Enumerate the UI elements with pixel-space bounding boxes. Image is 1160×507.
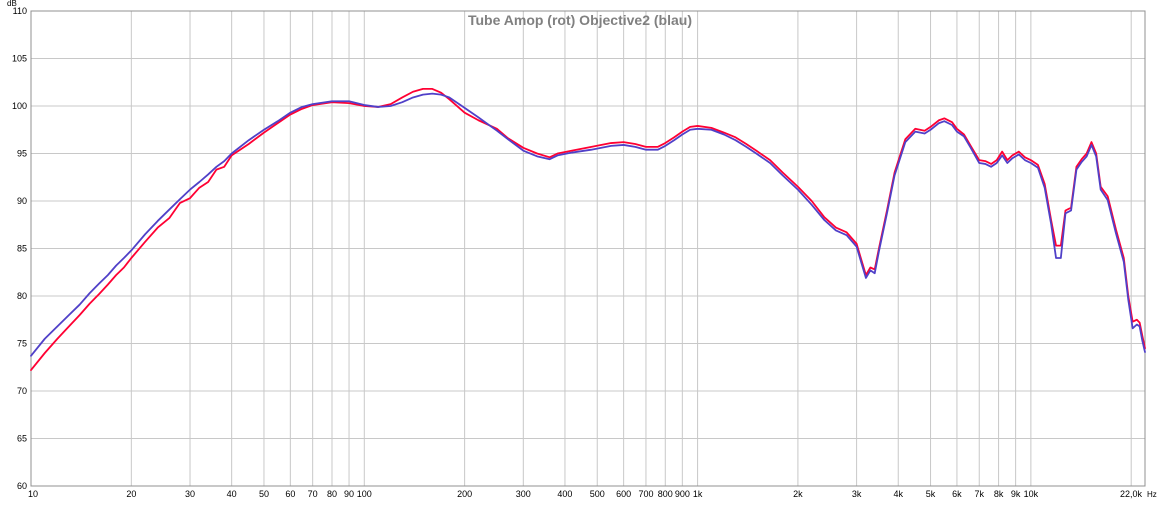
x-tick-label: 90	[344, 489, 354, 499]
x-tick-label: 20	[126, 489, 136, 499]
x-tick-label: 800	[658, 489, 673, 499]
y-tick-label: 65	[17, 434, 27, 444]
x-tick-label: 1k	[693, 489, 703, 499]
x-tick-label: 30	[185, 489, 195, 499]
x-tick-label: 8k	[994, 489, 1004, 499]
y-tick-label: 80	[17, 291, 27, 301]
y-tick-label: 70	[17, 386, 27, 396]
plot-frame	[30, 10, 1146, 487]
x-tick-label: 100	[357, 489, 372, 499]
x-tick-label: 3k	[852, 489, 862, 499]
x-tick-label: 50	[259, 489, 269, 499]
y-tick-label: 105	[12, 54, 27, 64]
x-tick-label: 22,0k	[1120, 489, 1143, 499]
y-tick-label: 85	[17, 244, 27, 254]
y-axis: 110 105 100 95 90 85 80 75 70 65 60	[12, 6, 27, 491]
x-tick-label: 2k	[793, 489, 803, 499]
series-line-blue	[30, 92, 1146, 357]
x-tick-label: 700	[638, 489, 653, 499]
x-tick-label: 500	[590, 489, 605, 499]
x-axis: 10 20 30 40 50 60 70 80 90 100 200 300 400 500 600 700 8…	[28, 489, 1142, 499]
x-tick-label: 9k	[1011, 489, 1021, 499]
x-tick-label: 70	[308, 489, 318, 499]
x-tick-label: 400	[557, 489, 572, 499]
y-tick-label: 75	[17, 339, 27, 349]
x-tick-label: 60	[285, 489, 295, 499]
y-tick-label: 90	[17, 196, 27, 206]
grid	[30, 10, 1145, 487]
x-tick-label: 900	[675, 489, 690, 499]
x-tick-label: 10k	[1024, 489, 1039, 499]
x-tick-label: 80	[327, 489, 337, 499]
chart-title: Tube Amop (rot) Objective2 (blau)	[468, 12, 692, 28]
x-tick-label: 6k	[952, 489, 962, 499]
x-tick-label: 40	[227, 489, 237, 499]
series-group	[30, 88, 1146, 371]
x-tick-label: 600	[616, 489, 631, 499]
x-tick-label: 5k	[926, 489, 936, 499]
x-tick-label: 300	[516, 489, 531, 499]
y-tick-label: 110	[13, 6, 27, 16]
x-tick-label: 4k	[893, 489, 903, 499]
x-tick-label: 200	[457, 489, 472, 499]
x-tick-label: 10	[28, 489, 38, 499]
y-tick-label: 95	[17, 149, 27, 159]
y-tick-label: 100	[12, 101, 27, 111]
x-axis-unit-label: Hz	[1147, 490, 1157, 499]
y-tick-label: 60	[17, 481, 27, 491]
y-axis-unit-label: dB	[7, 0, 17, 8]
x-tick-label: 7k	[974, 489, 984, 499]
